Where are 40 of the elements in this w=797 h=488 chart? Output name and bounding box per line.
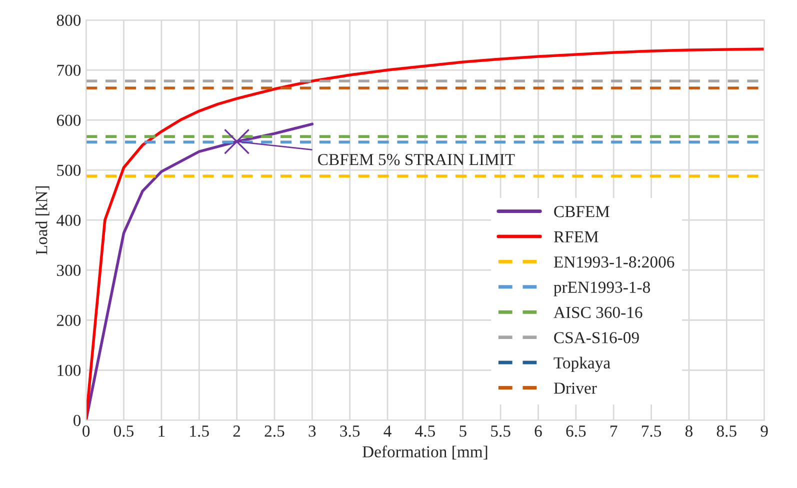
y-tick-label: 800 bbox=[56, 14, 81, 26]
x-tick-label: 3.5 bbox=[340, 426, 360, 437]
x-tick-label: 2 bbox=[233, 426, 240, 437]
y-tick-label: 0 bbox=[74, 414, 81, 426]
y-tick-label: 500 bbox=[57, 164, 81, 176]
x-tick-label: 8 bbox=[685, 426, 692, 437]
x-tick-label: 0 bbox=[82, 426, 90, 437]
x-tick-label: 6.5 bbox=[566, 426, 586, 437]
y-tick-label: 200 bbox=[56, 314, 81, 326]
legend-label: CSA-S16-09 bbox=[554, 332, 639, 344]
y-tick-label: 600 bbox=[56, 114, 81, 126]
x-axis-title: Deformation [mm] bbox=[362, 446, 488, 460]
x-tick-label: 5.5 bbox=[491, 426, 510, 437]
x-tick-label: 3 bbox=[308, 426, 316, 437]
legend-label: EN1993-1-8:2006 bbox=[554, 256, 674, 268]
legend-label: AISC 360-16 bbox=[554, 306, 642, 318]
x-tick-label: 5 bbox=[460, 426, 466, 437]
x-tick-label: 7 bbox=[610, 426, 618, 437]
legend-label: prEN1993-1-8 bbox=[554, 282, 650, 296]
x-tick-label: 0.5 bbox=[114, 426, 134, 437]
legend-label: Driver bbox=[554, 382, 597, 394]
y-tick-label: 300 bbox=[57, 264, 81, 276]
annotation: CBFEM 5% STRAIN LIMIT bbox=[318, 154, 515, 166]
x-tick-label: 9 bbox=[760, 426, 768, 437]
x-tick-label: 1.5 bbox=[190, 426, 209, 437]
x-tick-label: 4 bbox=[384, 426, 392, 437]
y-tick-label: 400 bbox=[56, 214, 81, 226]
x-tick-label: 7.5 bbox=[642, 426, 662, 437]
x-tick-label: 6 bbox=[534, 426, 542, 437]
y-tick-label: 100 bbox=[58, 364, 81, 376]
x-tick-label: 1 bbox=[158, 426, 165, 437]
x-tick-label: 4.5 bbox=[415, 426, 435, 437]
x-tick-label: 8.5 bbox=[716, 426, 736, 437]
legend-label: Topkaya bbox=[554, 356, 610, 372]
legend-label: CBFEM bbox=[554, 206, 610, 218]
legend-label: RFEM bbox=[554, 231, 598, 242]
x-tick-label: 2.5 bbox=[264, 426, 284, 437]
line-series bbox=[86, 122, 314, 420]
y-tick-label: 700 bbox=[57, 64, 81, 76]
y-axis-title: Load [kN] bbox=[36, 186, 50, 255]
